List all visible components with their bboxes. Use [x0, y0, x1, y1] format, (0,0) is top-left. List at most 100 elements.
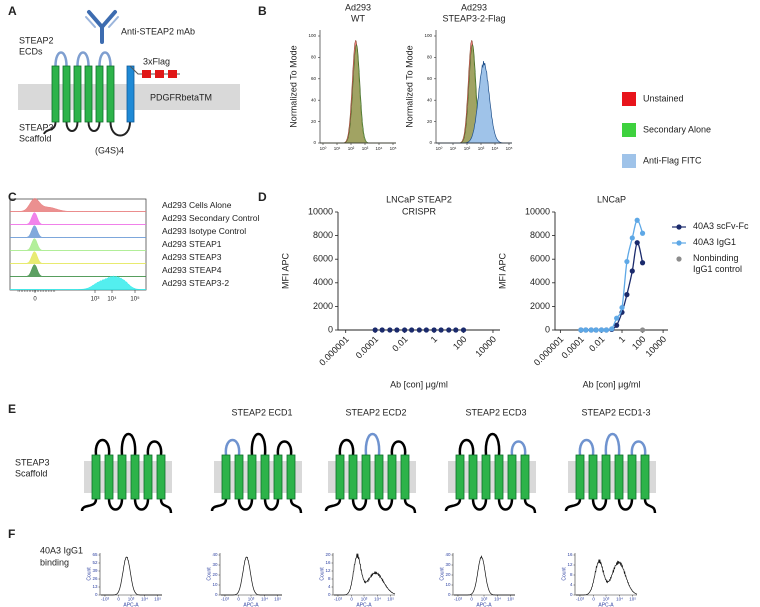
data-point [634, 240, 640, 246]
y-axis-label: Normalized To Mode [288, 45, 298, 127]
tm-helix [400, 454, 410, 500]
x-tick-label: -10³ [101, 597, 110, 602]
y-tick-label: 8000 [313, 230, 333, 240]
y-axis-label: Normalized To Mode [404, 45, 414, 127]
panel-letter: A [8, 4, 17, 18]
y-tick-label: 4000 [313, 277, 333, 287]
data-point [619, 304, 625, 311]
label: STEAP3 [15, 457, 50, 467]
x-tick-label: 10³ [128, 597, 135, 602]
x-tick-label: 0 [350, 597, 353, 602]
y-tick-label: 0 [215, 592, 218, 597]
tm-helix [106, 65, 115, 123]
histogram [454, 555, 515, 596]
tm-helix [234, 454, 244, 500]
c-tail [523, 498, 537, 514]
x-tick-label: 0.000001 [532, 334, 566, 368]
row-label: Ad293 STEAP3-2 [162, 278, 229, 288]
axes [332, 553, 395, 596]
legend-marker [676, 240, 682, 246]
y-axis-label: MFI APC [280, 253, 290, 290]
legend-swatch [622, 154, 636, 168]
y-tick-label: 30 [212, 562, 218, 567]
n-tail [80, 498, 98, 512]
fit-curve [580, 242, 644, 331]
legend-label: Unstained [643, 93, 684, 103]
ecd-loop [94, 438, 111, 456]
y-tick-label: 60 [311, 76, 317, 81]
flag-link [129, 65, 180, 75]
y-tick-label: 8000 [530, 230, 550, 240]
y-tick-label: 2000 [313, 301, 333, 311]
tm-helix [104, 454, 114, 500]
y-tick-label: 80 [311, 55, 317, 60]
y-tick-label: 10 [445, 582, 451, 587]
x-tick-label: 10² [464, 146, 471, 151]
label: Ad293 [461, 2, 487, 12]
tm-helix [601, 454, 611, 500]
ecd-loop [146, 440, 163, 456]
x-tick-label: 10⁴ [374, 597, 381, 602]
data-point [583, 327, 589, 333]
y-tick-label: 0 [313, 140, 316, 145]
y-tick-label: 20 [325, 552, 331, 557]
x-tick-label: 10³ [248, 597, 255, 602]
data-point [578, 327, 584, 333]
x-tick-label: 10⁵ [390, 146, 397, 151]
ecd-loop [76, 51, 90, 67]
x-tick-label: 10⁵ [387, 597, 394, 602]
label: Scaffold [15, 468, 47, 478]
data-point [609, 326, 615, 332]
icd-loop [107, 498, 124, 511]
label: PDGFRbetaTM [150, 92, 212, 102]
row-label: Ad293 STEAP4 [162, 265, 222, 275]
y-tick-label: 26 [92, 576, 98, 581]
tm-helix [361, 454, 371, 500]
y-tick-label: 20 [445, 572, 451, 577]
y-tick-label: 0 [570, 592, 573, 597]
chart-title: CRISPR [402, 206, 437, 216]
x-tick-label: 10000 [473, 334, 498, 359]
axes [452, 553, 515, 596]
legend-marker [676, 224, 682, 230]
histogram [10, 275, 146, 290]
y-tick-label: 40 [311, 97, 317, 102]
row-label: Ad293 Secondary Control [162, 213, 259, 223]
y-tick-label: 12 [567, 562, 573, 567]
ecd-loop [604, 433, 621, 456]
data-point [639, 260, 646, 266]
n-tail [324, 498, 342, 512]
data-point [634, 217, 640, 223]
icd-loop [591, 498, 608, 511]
y-axis-label: Count [439, 567, 445, 581]
y-tick-label: 20 [427, 119, 433, 124]
x-tick-label: 10⁴ [492, 146, 499, 151]
data-point [423, 327, 429, 333]
legend-marker [676, 256, 682, 262]
ecd-loop [390, 440, 407, 456]
data-point [431, 327, 437, 333]
icd-loop [263, 498, 280, 511]
axes [435, 30, 512, 144]
y-tick-label: 10000 [525, 206, 550, 216]
tm-helix [247, 454, 257, 500]
y-tick-label: 0 [429, 140, 432, 145]
tm-helix [374, 454, 384, 500]
tm-helix [143, 454, 153, 500]
tm-helix [286, 454, 296, 500]
legend-label: Secondary Alone [643, 124, 711, 134]
tm-helix [130, 454, 140, 500]
label: binding [40, 557, 69, 567]
y-tick-label: 52 [92, 560, 98, 565]
y-tick-label: 0 [545, 324, 550, 334]
flag-tag [142, 70, 151, 78]
y-tick-label: 40 [212, 552, 218, 557]
data-point [588, 327, 594, 333]
x-tick-label: 10⁰ [320, 146, 327, 151]
tm-helix [520, 454, 530, 500]
plot-frame [9, 198, 147, 291]
data-point [593, 327, 599, 333]
y-tick-label: 10 [212, 582, 218, 587]
axes [337, 212, 500, 331]
histogram [10, 251, 146, 264]
